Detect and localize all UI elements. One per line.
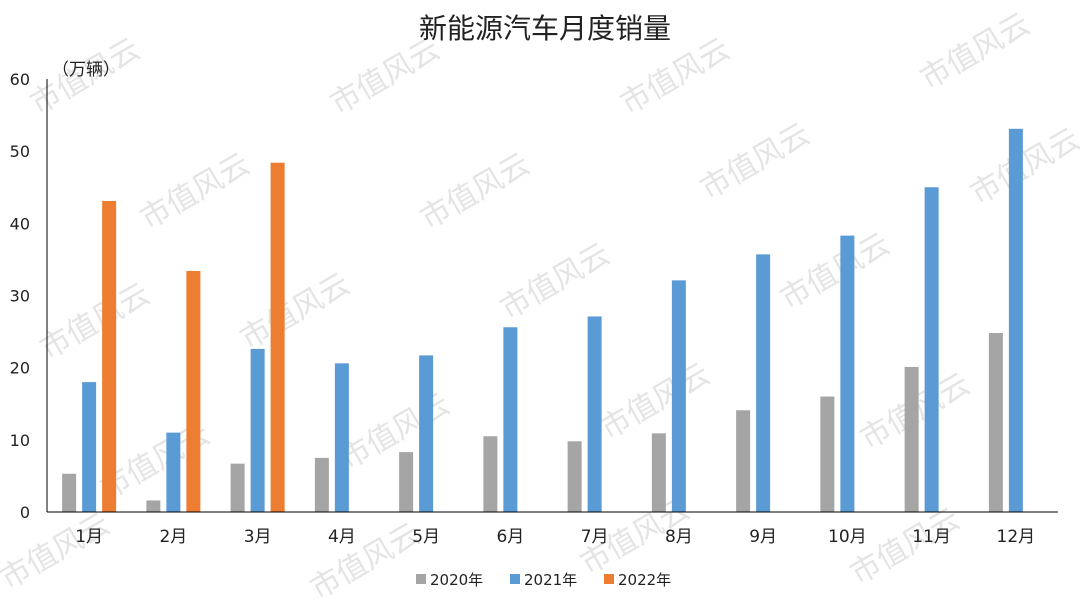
x-tick-label: 6月	[496, 527, 524, 547]
legend-swatch	[416, 574, 426, 584]
x-tick-label: 1月	[75, 527, 103, 547]
bar-2020年-9月	[736, 410, 751, 512]
x-tick-label: 12月	[997, 527, 1036, 547]
x-tick-label: 9月	[749, 527, 777, 547]
watermark-text: 市值风云	[775, 227, 896, 317]
bar-2020年-8月	[651, 433, 666, 512]
watermark-text: 市值风云	[35, 277, 156, 367]
watermark-text: 市值风云	[695, 117, 816, 207]
bar-2021年-5月	[419, 355, 434, 512]
legend-label: 2020年	[430, 571, 483, 589]
watermark-text: 市值风云	[495, 237, 616, 327]
x-tick-label: 2月	[159, 527, 187, 547]
bar-2021年-4月	[334, 363, 349, 512]
y-tick-label: 30	[10, 287, 30, 306]
bar-2022年-2月	[186, 270, 201, 512]
bar-2021年-7月	[587, 316, 602, 512]
watermark-text: 市值风云	[0, 507, 116, 597]
bar-2020年-2月	[146, 500, 161, 512]
bar-2020年-10月	[820, 396, 835, 512]
legend-swatch	[604, 574, 614, 584]
bar-2022年-3月	[270, 162, 285, 513]
bar-2021年-9月	[756, 254, 771, 513]
bar-2021年-10月	[840, 235, 855, 512]
bar-2021年-12月	[1008, 128, 1023, 513]
x-tick-label: 3月	[244, 527, 272, 547]
bar-2021年-8月	[671, 280, 686, 512]
bar-2020年-11月	[904, 366, 919, 512]
x-tick-label: 5月	[412, 527, 440, 547]
chart-title: 新能源汽车月度销量	[419, 12, 671, 45]
x-tick-label: 8月	[665, 527, 693, 547]
bar-2020年-12月	[988, 333, 1003, 512]
y-tick-label: 20	[10, 359, 30, 378]
bar-2021年-1月	[82, 382, 97, 512]
x-tick-label: 11月	[912, 527, 951, 547]
watermark-text: 市值风云	[335, 387, 456, 477]
x-tick-label: 7月	[581, 527, 609, 547]
bar-2021年-3月	[250, 348, 265, 512]
x-axis-ticks: 1月 2月 3月 4月 5月 6月 7月 8月 9月 10月 11月 12月	[75, 527, 1035, 547]
bar-2020年-4月	[314, 457, 329, 512]
bar-2020年-3月	[230, 463, 245, 512]
bar-2020年-5月	[399, 452, 414, 512]
y-tick-label: 50	[10, 142, 30, 161]
bar-2021年-6月	[503, 327, 518, 512]
bar-2020年-1月	[62, 473, 77, 512]
bar-2020年-7月	[567, 441, 582, 512]
x-tick-label: 4月	[328, 527, 356, 547]
bar-2021年-2月	[166, 432, 181, 512]
y-axis-ticks: 0 10 20 30 40 50 60	[10, 70, 30, 522]
bar-2020年-6月	[483, 436, 498, 512]
watermark-text: 市值风云	[415, 147, 536, 237]
x-tick-label: 10月	[828, 527, 867, 547]
bar-2021年-11月	[924, 187, 939, 512]
legend-swatch	[510, 574, 520, 584]
y-tick-label: 10	[10, 431, 30, 450]
legend-label: 2022年	[618, 571, 671, 589]
watermark-text: 市值风云	[305, 517, 426, 601]
watermark-text: 市值风云	[325, 32, 446, 122]
watermark-text: 市值风云	[235, 267, 356, 357]
bars-layer	[62, 128, 1023, 513]
watermark-text: 市值风云	[615, 32, 736, 122]
legend: 2020年 2021年 2022年	[416, 571, 671, 589]
y-tick-label: 0	[20, 503, 30, 522]
watermark-text: 市值风云	[135, 147, 256, 237]
y-tick-label: 60	[10, 70, 30, 89]
legend-label: 2021年	[524, 571, 577, 589]
y-axis-unit-label: （万辆）	[52, 60, 120, 80]
y-tick-label: 40	[10, 214, 30, 233]
watermark-text: 市值风云	[915, 7, 1036, 97]
bar-2022年-1月	[102, 200, 117, 512]
